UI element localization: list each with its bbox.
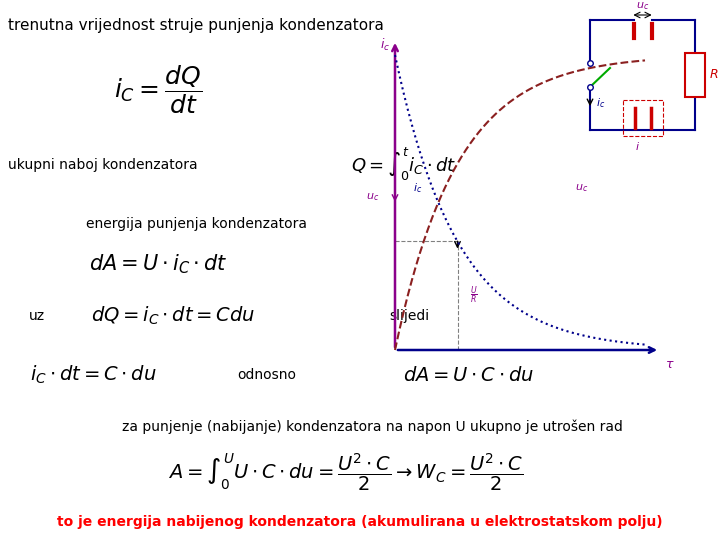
Text: $u_c$: $u_c$	[636, 0, 649, 12]
Text: $Q = \int_0^t i_C \cdot dt$: $Q = \int_0^t i_C \cdot dt$	[351, 146, 456, 183]
Text: $dA = U \cdot C \cdot du$: $dA = U \cdot C \cdot du$	[402, 366, 534, 385]
Text: $dA = U \cdot i_C \cdot dt$: $dA = U \cdot i_C \cdot dt$	[89, 253, 228, 276]
Text: $i_C \cdot dt = C \cdot du$: $i_C \cdot dt = C \cdot du$	[30, 364, 157, 387]
Text: trenutna vrijednost struje punjenja kondenzatora: trenutna vrijednost struje punjenja kond…	[8, 18, 384, 33]
Text: slijedi: slijedi	[389, 309, 429, 323]
Text: to je energija nabijenog kondenzatora (akumulirana u elektrostatskom polju): to je energija nabijenog kondenzatora (a…	[57, 515, 663, 529]
Text: $i_c$: $i_c$	[413, 181, 422, 194]
Text: energija punjenja kondenzatora: energija punjenja kondenzatora	[86, 217, 307, 231]
Text: odnosno: odnosno	[238, 368, 297, 382]
Text: $dQ = i_C \cdot dt = Cdu$: $dQ = i_C \cdot dt = Cdu$	[91, 305, 255, 327]
Text: $i_C = \dfrac{dQ}{dt}$: $i_C = \dfrac{dQ}{dt}$	[114, 63, 202, 116]
Text: $\frac{U}{R}$: $\frac{U}{R}$	[469, 285, 477, 307]
Text: $A = \int_0^U U \cdot C \cdot du = \dfrac{U^2 \cdot C}{2} \rightarrow W_C = \dfr: $A = \int_0^U U \cdot C \cdot du = \dfra…	[168, 451, 523, 494]
Text: $R$: $R$	[709, 69, 719, 82]
Text: $u_c$: $u_c$	[575, 182, 588, 194]
Text: $\tau$: $\tau$	[665, 358, 675, 371]
Text: $u_c$: $u_c$	[366, 191, 379, 202]
Text: $i_c$: $i_c$	[596, 96, 606, 110]
Text: $i_c$: $i_c$	[380, 37, 390, 53]
Bar	[685, 53, 705, 97]
Text: za punjenje (nabijanje) kondenzatora na napon U ukupno je utrošen rad: za punjenje (nabijanje) kondenzatora na …	[122, 420, 624, 434]
Text: ukupni naboj kondenzatora: ukupni naboj kondenzatora	[8, 158, 197, 172]
Text: uz: uz	[29, 309, 45, 323]
Bar	[623, 100, 662, 136]
Text: $i$: $i$	[635, 140, 640, 152]
